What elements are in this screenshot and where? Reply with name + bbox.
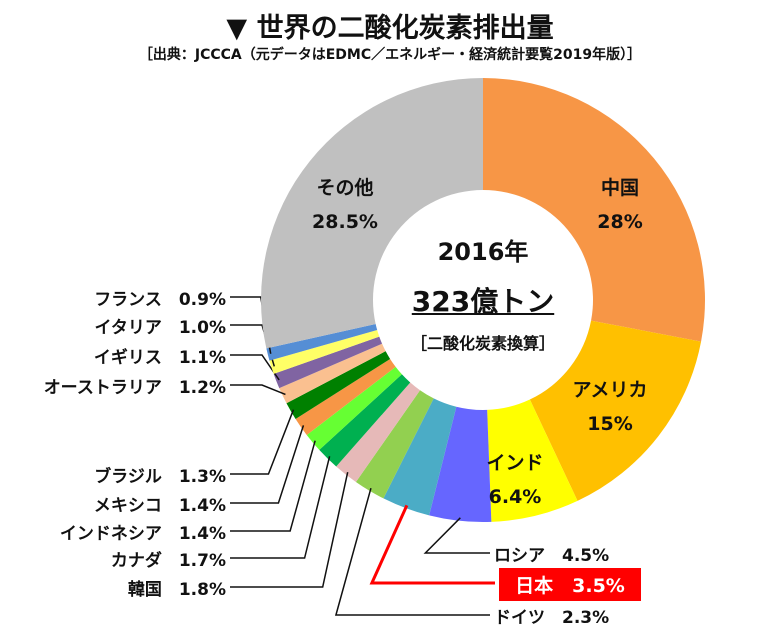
slice-name: インド (486, 452, 544, 474)
slice-name: その他 (316, 177, 374, 199)
center-note: ［二酸化炭素換算］ (410, 334, 555, 353)
slice-メキシコ (295, 358, 396, 435)
slice-label: ドイツ 2.3% (494, 608, 610, 628)
slice-value: 28% (597, 211, 643, 233)
slice-label: 中国 28% (565, 171, 675, 239)
slice-label: イギリス 1.1% (93, 348, 226, 368)
slice-value: 6.4% (488, 486, 542, 508)
slice-ロシア (429, 406, 492, 522)
slice-カナダ (319, 374, 411, 467)
slice-インド (487, 399, 578, 522)
leader-line (230, 472, 349, 588)
slice-label: オーストラリア 1.2% (43, 378, 226, 398)
slice-中国 (483, 78, 705, 342)
slice-アメリカ (529, 320, 702, 501)
slice-value: 15% (587, 413, 633, 435)
slice-label: アメリカ 15% (555, 373, 665, 441)
slice-label: インドネシア 1.4% (59, 524, 226, 544)
slice-韓国 (336, 382, 421, 483)
center-year: 2016年 (437, 238, 529, 266)
leader-line (230, 456, 331, 559)
leader-line (230, 440, 316, 532)
chart-source: ［出典：JCCCA（元データはEDMC／エネルギー・経済統計要覧2019年版）］ (138, 47, 642, 63)
slice-label: インド 6.4% (460, 446, 570, 514)
slice-ドイツ (355, 390, 434, 499)
slice-ブラジル (286, 351, 391, 419)
leader-line (230, 384, 286, 396)
slice-label: フランス 0.9% (94, 290, 226, 310)
slice-日本 (383, 398, 457, 516)
slice-label: メキシコ 1.4% (93, 496, 226, 516)
slice-name: 中国 (600, 177, 639, 199)
slice-value: 28.5% (312, 211, 378, 233)
slice-その他 (260, 78, 483, 349)
slice-label: ブラジル 1.3% (94, 467, 226, 487)
slice-label: 韓国 1.8% (127, 580, 226, 600)
slice-label: 日本 3.5% (499, 568, 641, 601)
center-total: 323億トン (411, 285, 555, 318)
leader-line (230, 409, 295, 475)
slice-イタリア (269, 330, 380, 374)
leader-line (334, 487, 490, 616)
slice-オーストラリア (279, 343, 386, 404)
slice-label: その他 28.5% (290, 171, 400, 239)
leader-line (230, 425, 305, 504)
slice-label: カナダ 1.7% (110, 551, 226, 571)
slice-フランス (266, 323, 378, 361)
slice-label: ロシア 4.5% (494, 546, 610, 566)
leader-line (423, 517, 490, 554)
slice-name: アメリカ (572, 379, 648, 401)
leader-line (369, 504, 495, 585)
slice-インドネシア (306, 366, 402, 450)
chart-title: ▼ 世界の二酸化炭素排出量 (226, 13, 554, 44)
slice-label: イタリア 1.0% (94, 318, 226, 338)
slice-イギリス (273, 336, 383, 389)
